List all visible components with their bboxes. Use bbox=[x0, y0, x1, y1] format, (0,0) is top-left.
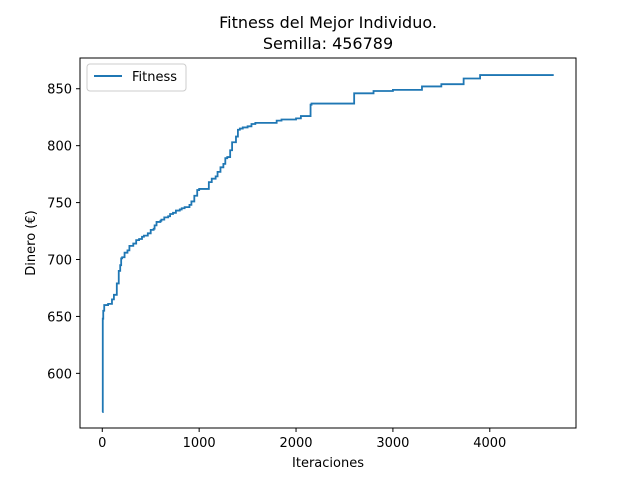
x-tick-label: 0 bbox=[98, 436, 106, 451]
series-line-fitness bbox=[101, 74, 554, 413]
y-tick-label: 600 bbox=[47, 367, 72, 382]
y-tick-label: 650 bbox=[47, 310, 72, 325]
x-tick-label: 4000 bbox=[473, 436, 506, 451]
legend-box bbox=[86, 63, 187, 92]
y-axis: 600 650 700 750 800 850 bbox=[47, 83, 80, 382]
x-axis-label: Iteraciones bbox=[292, 456, 364, 471]
plot-area bbox=[101, 74, 554, 413]
axes-frame bbox=[79, 57, 577, 429]
chart-title: Fitness del Mejor Individuo. bbox=[219, 13, 437, 32]
y-tick-label: 700 bbox=[47, 254, 72, 269]
y-tick-label: 850 bbox=[47, 83, 72, 98]
x-tick-label: 2000 bbox=[279, 436, 312, 451]
y-tick-label: 800 bbox=[47, 140, 72, 155]
chart-subtitle: Semilla: 456789 bbox=[263, 34, 393, 53]
legend-label-fitness: Fitness bbox=[132, 70, 177, 85]
x-tick-label: 1000 bbox=[183, 436, 216, 451]
y-tick-label: 750 bbox=[47, 197, 72, 212]
legend: Fitness bbox=[86, 63, 187, 92]
x-axis: 0 1000 2000 3000 4000 bbox=[98, 428, 506, 451]
x-tick-label: 3000 bbox=[376, 436, 409, 451]
y-axis-label: Dinero (€) bbox=[24, 210, 39, 275]
